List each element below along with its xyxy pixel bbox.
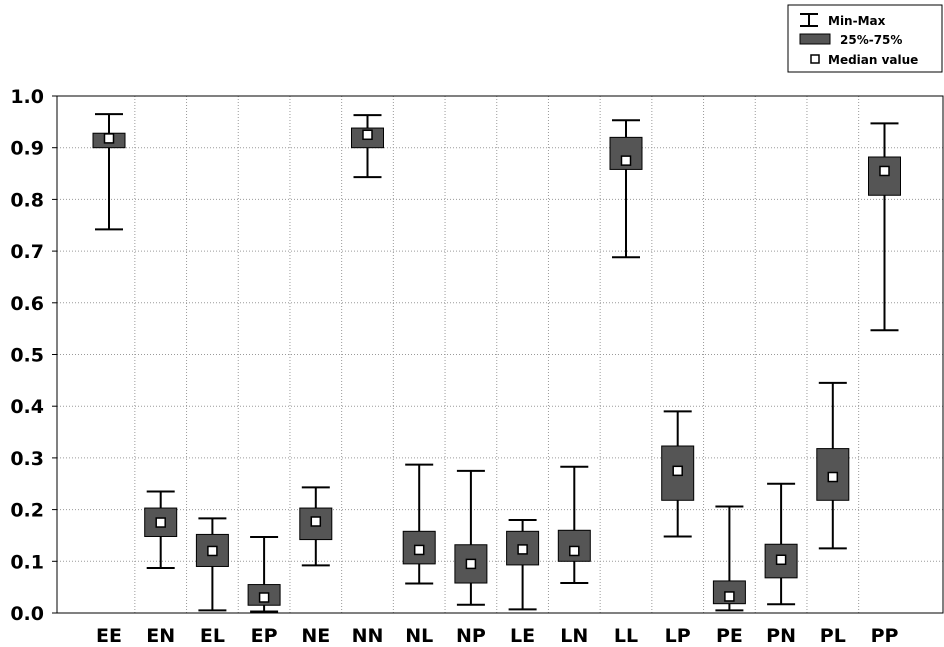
legend-median-icon	[810, 54, 820, 64]
median-marker	[620, 155, 632, 166]
x-category-label: PE	[716, 625, 743, 647]
y-tick-label: 0.0	[10, 603, 44, 625]
box-ne	[299, 486, 333, 567]
legend-minmax-label: Min-Max	[828, 14, 886, 28]
box-pl	[816, 381, 850, 550]
y-tick-labels: 0.0 0.1 0.2 0.3 0.4 0.5 0.6 0.7 0.8 0.9 1.0	[10, 86, 44, 625]
median-marker	[310, 516, 322, 527]
legend-minmax-icon	[800, 13, 818, 27]
box-nl	[402, 463, 436, 585]
median-marker	[207, 545, 218, 557]
x-category-label: EP	[251, 625, 278, 647]
median-marker	[569, 545, 580, 557]
box-lp	[661, 410, 695, 538]
x-category-label: LE	[510, 625, 535, 647]
x-category-label: PP	[871, 625, 899, 647]
median-marker	[465, 558, 477, 570]
x-category-label: EN	[146, 625, 175, 647]
x-category-label: PN	[766, 625, 796, 647]
box-pe	[712, 505, 746, 612]
x-category-label: EE	[96, 625, 122, 647]
grid-lines	[57, 96, 943, 613]
box-pn	[764, 482, 798, 606]
box-pp	[868, 122, 901, 332]
box-nn	[351, 114, 384, 179]
x-category-label: PL	[820, 625, 846, 647]
median-marker	[362, 129, 373, 141]
x-category-label: LP	[665, 625, 691, 647]
y-tick-label: 0.1	[10, 551, 44, 573]
iqr-box	[764, 543, 798, 579]
x-category-label: NE	[301, 625, 330, 647]
box-le	[506, 518, 540, 611]
box-ll	[609, 119, 643, 259]
y-tick-label: 0.9	[10, 138, 44, 160]
x-category-label: NL	[405, 625, 433, 647]
legend-median-label: Median value	[828, 53, 918, 67]
box-np	[454, 469, 488, 606]
y-tick-label: 0.7	[10, 241, 44, 263]
x-category-label: NN	[352, 625, 384, 647]
boxes	[92, 113, 901, 613]
box-ln	[557, 465, 591, 585]
x-category-label: LN	[560, 625, 588, 647]
box-el	[195, 517, 229, 612]
median-marker	[155, 517, 166, 528]
x-category-label: EL	[200, 625, 225, 647]
median-marker	[258, 592, 270, 603]
y-tick-label: 0.8	[10, 189, 44, 211]
x-category-label: NP	[456, 625, 486, 647]
box-en	[144, 490, 178, 570]
x-category-label: LL	[614, 625, 638, 647]
legend: Min-Max 25%-75% Median value	[787, 4, 943, 73]
median-marker	[672, 465, 683, 477]
median-marker	[103, 133, 115, 144]
median-marker	[724, 591, 735, 602]
median-marker	[879, 165, 890, 177]
y-tick-label: 1.0	[10, 86, 44, 108]
plot-frame	[56, 95, 944, 614]
y-tick-label: 0.6	[10, 293, 44, 315]
axes	[52, 95, 944, 614]
median-marker	[413, 544, 425, 556]
legend-iqr-label: 25%-75%	[840, 33, 902, 47]
box-ee	[92, 113, 126, 231]
y-tick-label: 0.3	[10, 448, 44, 470]
y-tick-label: 0.2	[10, 500, 44, 522]
y-tick-label: 0.5	[10, 345, 44, 367]
category-labels: EE EN EL EP NE NN NL NP LE LN LL LP PE PN PL PP	[96, 625, 898, 647]
legend-box-icon	[799, 33, 831, 45]
y-tick-label: 0.4	[10, 396, 44, 418]
median-marker	[775, 554, 787, 565]
median-marker	[517, 544, 528, 555]
box-ep	[247, 536, 281, 613]
median-marker	[827, 471, 839, 483]
